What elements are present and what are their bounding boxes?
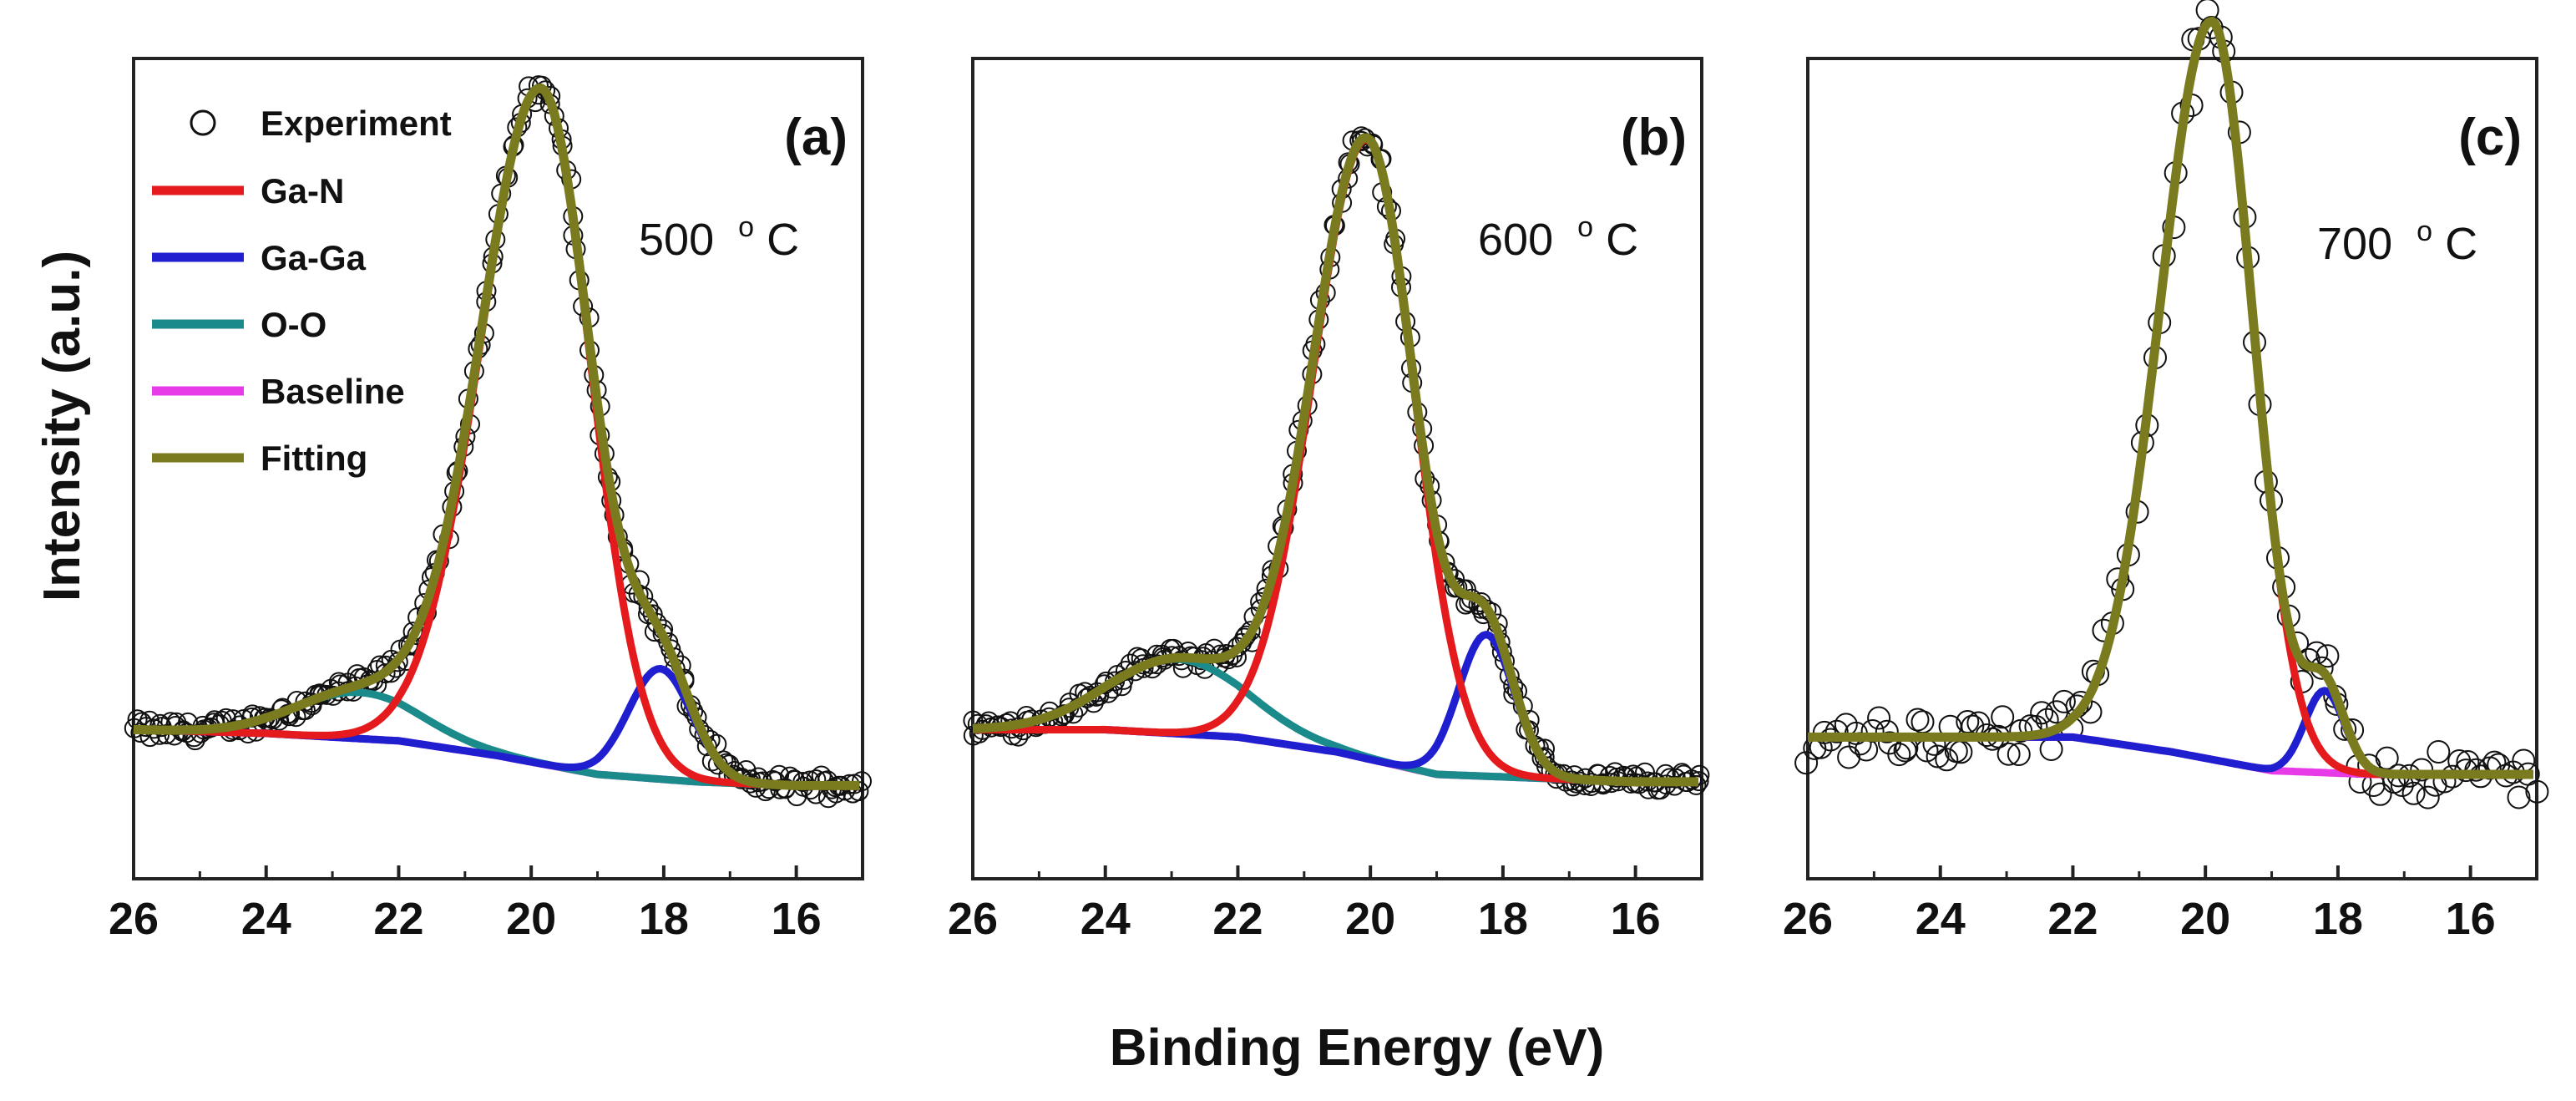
panel-b-x-tick-label: 26: [948, 894, 998, 944]
panel-c-experiment-point: [2007, 743, 2031, 766]
panel-c: 26 24 22 20 18 16 (c) 700 o C: [1783, 0, 2549, 944]
legend-ga-ga-label: Ga-Ga: [261, 238, 367, 277]
panel-c-x-tick-label: 20: [2180, 894, 2230, 944]
panel-b-temperature: 600 o C: [1478, 196, 1638, 265]
panel-b: 26 24 22 20 18 16 (b) 600 o C: [948, 57, 1710, 944]
panel-b-x-tick-label: 22: [1212, 894, 1263, 944]
panel-b-frame: [971, 57, 1703, 880]
panel-c-experiment-point: [1837, 745, 1861, 769]
legend-ga-n-label: Ga-N: [261, 171, 344, 211]
panel-b-fitting-curve: [971, 133, 1700, 787]
panel-c-temperature: 700 o C: [2317, 200, 2477, 269]
panel-c-experiment-point: [2368, 782, 2392, 806]
panel-c-temp-value: 700: [2317, 219, 2392, 269]
legend-fitting-label: Fitting: [261, 439, 367, 478]
panel-c-experiment-point: [2375, 746, 2399, 770]
panel-a-x-tick-label: 16: [772, 894, 822, 944]
panel-c-x-tick-label: 22: [2047, 894, 2098, 944]
legend: Experiment Ga-N Ga-Ga O-O Baseline Fitti…: [152, 104, 452, 478]
panel-a-x-tick-label: 20: [506, 894, 556, 944]
panel-a-temp-value: 500: [639, 215, 714, 265]
panel-c-experiment-point: [1824, 719, 1849, 743]
panel-c-experiment-point: [2416, 785, 2440, 809]
panel-c-ga-ga-curve: [1807, 687, 2534, 779]
panel-a-x-tick-label: 22: [373, 894, 423, 944]
panel-c-experiment-point: [2315, 644, 2340, 668]
panel-c-temp-unit: C: [2445, 219, 2477, 269]
panel-b-temp-value: 600: [1478, 215, 1553, 265]
panel-c-x-tick-label: 18: [2313, 894, 2363, 944]
panel-c-x-tick-label: 24: [1916, 894, 1966, 944]
panel-b-ga-ga-curve: [972, 631, 1699, 786]
panel-a-x-tick-label: 24: [241, 894, 291, 944]
panel-c-experiment-point: [1926, 744, 1950, 769]
legend-o-o-label: O-O: [261, 305, 326, 344]
legend-experiment-label: Experiment: [261, 104, 452, 143]
panel-a-label: (a): [784, 109, 848, 166]
panel-c-experiment-point: [1867, 706, 1891, 730]
panel-a-temperature: 500 o C: [639, 196, 799, 265]
panel-c-ga-n-curve: [1807, 17, 2534, 779]
panel-a-frame: [132, 57, 864, 880]
panel-c-frame: [1806, 57, 2538, 880]
panel-c-degree-sup: o: [2417, 216, 2432, 247]
panel-a-temp-unit: C: [767, 215, 799, 265]
legend-experiment-marker: [190, 109, 216, 136]
panel-c-experiment-point: [2039, 738, 2063, 761]
panel-c-experiment-point: [1944, 739, 1968, 764]
panel-a-x-tick-label: 26: [109, 894, 159, 944]
panel-a-experiment-points: [124, 75, 872, 809]
panel-b-temp-unit: C: [1606, 215, 1638, 265]
x-axis-title: Binding Energy (eV): [1110, 1019, 1604, 1077]
panel-b-x-tick-label: 16: [1611, 894, 1661, 944]
panel-b-degree-sup: o: [1577, 211, 1593, 243]
panel-c-experiment-point: [1935, 748, 1959, 772]
panel-c-experiment-point: [2052, 689, 2076, 713]
panel-a-fitting-curve: [132, 84, 861, 790]
panel-a: 26 24 22 20 18 16 (a) 500 o C Experiment Ga-N…: [109, 57, 872, 944]
panel-c-x-tick-label: 26: [1783, 894, 1833, 944]
panel-c-experiment-point: [1794, 751, 1819, 775]
panel-c-label: (c): [2458, 109, 2522, 166]
panel-b-o-o-curve: [972, 655, 1699, 786]
panel-c-experiment-point: [2525, 779, 2549, 804]
panel-c-experiment-point: [1905, 708, 1930, 732]
panel-b-experiment-point: [1689, 764, 1710, 785]
panel-c-experiment-point: [1997, 742, 2021, 766]
panel-a-x-tick-label: 18: [639, 894, 689, 944]
panel-c-experiment-point: [2030, 701, 2054, 725]
y-axis-title: Intensity (a.u.): [33, 251, 91, 601]
panel-c-experiment-points: [1794, 0, 2549, 809]
panel-c-experiment-point: [1887, 743, 1911, 767]
panel-b-x-tick-label: 20: [1345, 894, 1395, 944]
panel-c-experiment-point: [1875, 719, 1899, 743]
panel-b-experiment-point: [1470, 592, 1491, 612]
panel-a-degree-sup: o: [738, 211, 754, 243]
panel-b-x-tick-label: 24: [1081, 894, 1131, 944]
panel-c-fitting-curve: [1806, 16, 2535, 779]
panel-c-experiment-point: [2401, 781, 2426, 805]
panel-c-experiment-point: [1991, 705, 2015, 729]
panel-c-experiment-point: [1860, 719, 1885, 743]
panel-c-experiment-point: [2427, 740, 2451, 764]
panel-b-x-tick-label: 18: [1478, 894, 1528, 944]
panel-b-experiment-point: [1076, 687, 1097, 708]
legend-baseline-label: Baseline: [261, 372, 405, 411]
panel-c-x-tick-label: 16: [2446, 894, 2496, 944]
panel-b-label: (b): [1621, 109, 1687, 166]
panel-c-experiment-point: [2507, 785, 2531, 809]
